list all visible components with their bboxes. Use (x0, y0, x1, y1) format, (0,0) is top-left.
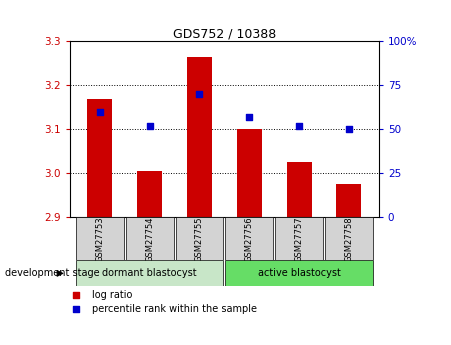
Text: GSM27755: GSM27755 (195, 216, 204, 262)
Point (146, 123, 153, 129)
Bar (336, 184, 361, 217)
Text: GSM27754: GSM27754 (145, 216, 154, 262)
Bar (175, 217, 223, 260)
Bar (237, 129, 262, 217)
Bar (126, 217, 174, 260)
Text: GSM27757: GSM27757 (295, 216, 304, 262)
Text: active blastocyst: active blastocyst (258, 268, 341, 278)
Point (246, 114, 253, 120)
Bar (187, 57, 212, 217)
Point (73, 306, 80, 312)
Point (73, 292, 80, 297)
Bar (287, 162, 312, 217)
Bar (325, 217, 373, 260)
Bar (137, 171, 162, 217)
Title: GDS752 / 10388: GDS752 / 10388 (173, 27, 276, 40)
Bar (226, 217, 273, 260)
Text: GSM27753: GSM27753 (95, 216, 104, 262)
Text: GSM27756: GSM27756 (245, 216, 254, 262)
Point (345, 127, 353, 132)
Text: percentile rank within the sample: percentile rank within the sample (92, 304, 257, 314)
Bar (76, 260, 223, 286)
Text: GSM27758: GSM27758 (345, 216, 354, 262)
Point (295, 123, 303, 129)
Text: development stage: development stage (5, 268, 99, 278)
Bar (275, 217, 323, 260)
Point (196, 91, 203, 97)
Text: log ratio: log ratio (92, 289, 132, 299)
Bar (87, 99, 112, 217)
Point (96, 109, 103, 115)
Bar (76, 217, 124, 260)
Bar (226, 260, 373, 286)
Text: dormant blastocyst: dormant blastocyst (102, 268, 197, 278)
